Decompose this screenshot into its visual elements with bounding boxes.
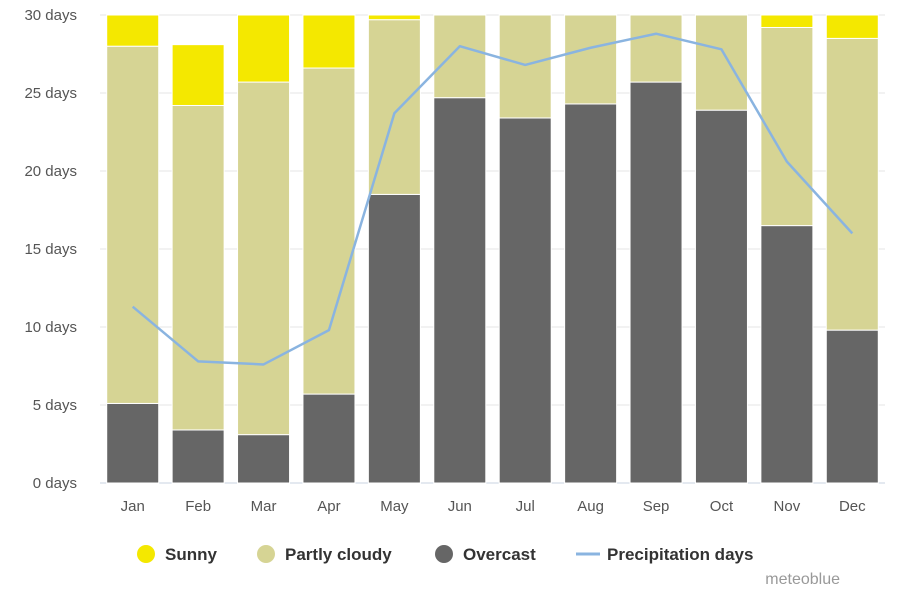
y-tick-label: 5 days xyxy=(33,397,77,414)
precipitation-days-line xyxy=(131,32,854,366)
y-tick-label: 20 days xyxy=(24,163,77,180)
axis-layer: 0 days 5 days 10 days 15 days 20 days 25 days… xyxy=(24,7,866,515)
bar-sunny xyxy=(825,14,879,39)
x-tick-label: Mar xyxy=(251,498,277,515)
legend-marker-icon xyxy=(137,545,155,563)
bar-partly-cloudy xyxy=(433,14,487,99)
bar-partly-cloudy xyxy=(171,104,225,431)
bar-overcast xyxy=(498,117,552,484)
y-tick-label: 10 days xyxy=(24,319,77,336)
bar-overcast xyxy=(106,402,160,484)
x-tick-label: Apr xyxy=(317,498,340,515)
bar-sunny xyxy=(171,44,225,106)
legend-item[interactable]: Sunny xyxy=(137,545,217,564)
bar-overcast xyxy=(629,81,683,484)
x-tick-label: Jun xyxy=(448,498,472,515)
legend-marker-icon xyxy=(435,545,453,563)
bar-partly-cloudy xyxy=(825,37,879,331)
legend-label: Overcast xyxy=(463,545,536,564)
legend-label: Partly cloudy xyxy=(285,545,392,564)
bar-sunny xyxy=(760,14,814,28)
bar-partly-cloudy xyxy=(564,14,618,105)
x-tick-label: Aug xyxy=(577,498,604,515)
y-tick-label: 0 days xyxy=(33,475,77,492)
legend-item[interactable]: Partly cloudy xyxy=(257,545,392,564)
bar-partly-cloudy xyxy=(302,67,356,395)
x-tick-label: Oct xyxy=(710,498,734,515)
bars-layer xyxy=(106,14,879,484)
bar-sunny xyxy=(302,14,356,69)
y-tick-label: 25 days xyxy=(24,85,77,102)
bar-partly-cloudy xyxy=(498,14,552,119)
x-tick-label: Sep xyxy=(643,498,670,515)
bar-sunny xyxy=(106,14,160,47)
bar-overcast xyxy=(171,429,225,484)
bar-overcast xyxy=(694,109,748,484)
bar-partly-cloudy xyxy=(106,45,160,404)
x-tick-label: May xyxy=(380,498,409,515)
legend-item[interactable]: Precipitation days xyxy=(576,545,753,564)
bar-overcast xyxy=(367,193,421,484)
bar-overcast xyxy=(302,393,356,484)
bar-overcast xyxy=(433,97,487,484)
x-tick-label: Feb xyxy=(185,498,211,515)
y-tick-label: 15 days xyxy=(24,241,77,258)
bar-sunny xyxy=(367,14,421,21)
y-tick-label: 30 days xyxy=(24,7,77,24)
x-tick-label: Jan xyxy=(121,498,145,515)
legend-marker-icon xyxy=(257,545,275,563)
x-tick-label: Dec xyxy=(839,498,866,515)
bar-overcast xyxy=(825,329,879,484)
bar-sunny xyxy=(237,14,291,83)
bar-partly-cloudy xyxy=(629,14,683,83)
credit-text: meteoblue xyxy=(765,571,840,588)
bar-partly-cloudy xyxy=(367,19,421,195)
x-tick-label: Nov xyxy=(774,498,801,515)
bar-overcast xyxy=(564,103,618,484)
legend-label: Sunny xyxy=(165,545,217,564)
bar-overcast xyxy=(760,225,814,484)
x-tick-label: Jul xyxy=(516,498,535,515)
line-layer xyxy=(131,32,854,366)
bar-partly-cloudy xyxy=(237,81,291,436)
legend-item[interactable]: Overcast xyxy=(435,545,536,564)
legend: Sunny Partly cloudy Overcast Precipitation … xyxy=(137,545,753,564)
legend-label: Precipitation days xyxy=(607,545,753,564)
bar-partly-cloudy xyxy=(694,14,748,111)
bar-partly-cloudy xyxy=(760,26,814,227)
grid-layer xyxy=(100,14,885,484)
bar-overcast xyxy=(237,434,291,484)
